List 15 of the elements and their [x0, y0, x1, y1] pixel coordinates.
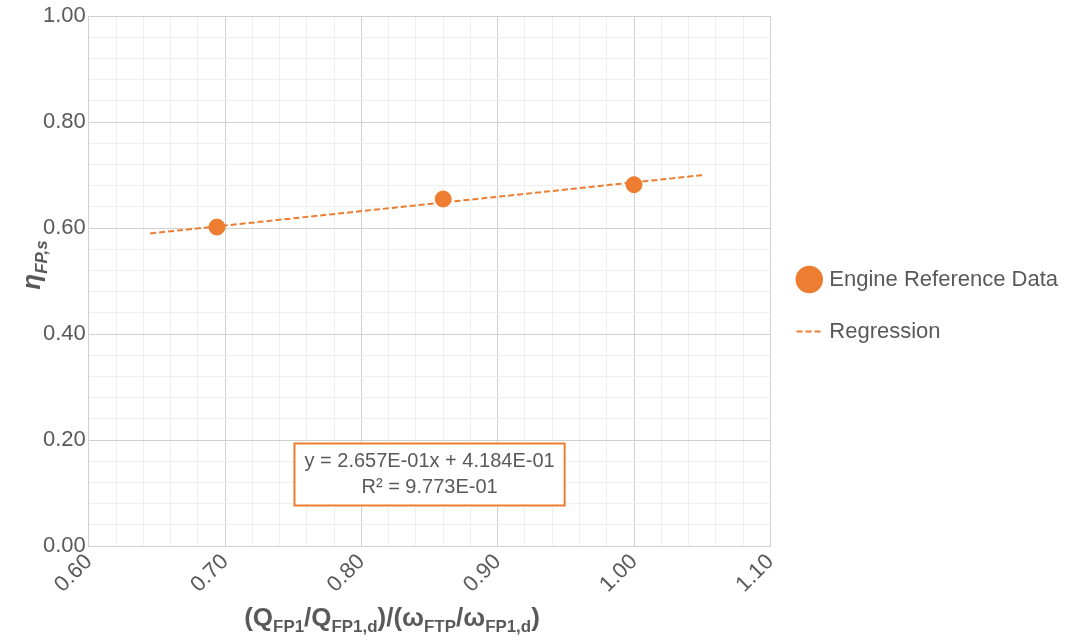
y-tick-label: 0.80	[42, 108, 86, 134]
point	[434, 190, 452, 208]
legend-label: Regression	[829, 317, 941, 343]
x-tick-label: 0.80	[321, 548, 370, 597]
x-tick-label: 0.90	[457, 548, 506, 597]
y-tick-label: 0.60	[42, 214, 86, 240]
point	[625, 176, 643, 194]
y-tick-label: 1.00	[42, 2, 86, 28]
annotation: y = 2.657E-01x + 4.184E-01 R² = 9.773E-01	[304, 449, 555, 498]
x-tick-label: 0.70	[184, 548, 233, 597]
legend-label: Engine Reference Data	[829, 265, 1059, 291]
y-tick-label: 0.20	[42, 426, 86, 452]
y-tick-label: 0.40	[42, 320, 86, 346]
text: (Q$_{FP1}$/Q$_{FP1,d}$)/(ω$_{FTP}$/ω$_{FP1,d}$)	[244, 601, 540, 636]
point	[208, 218, 226, 236]
